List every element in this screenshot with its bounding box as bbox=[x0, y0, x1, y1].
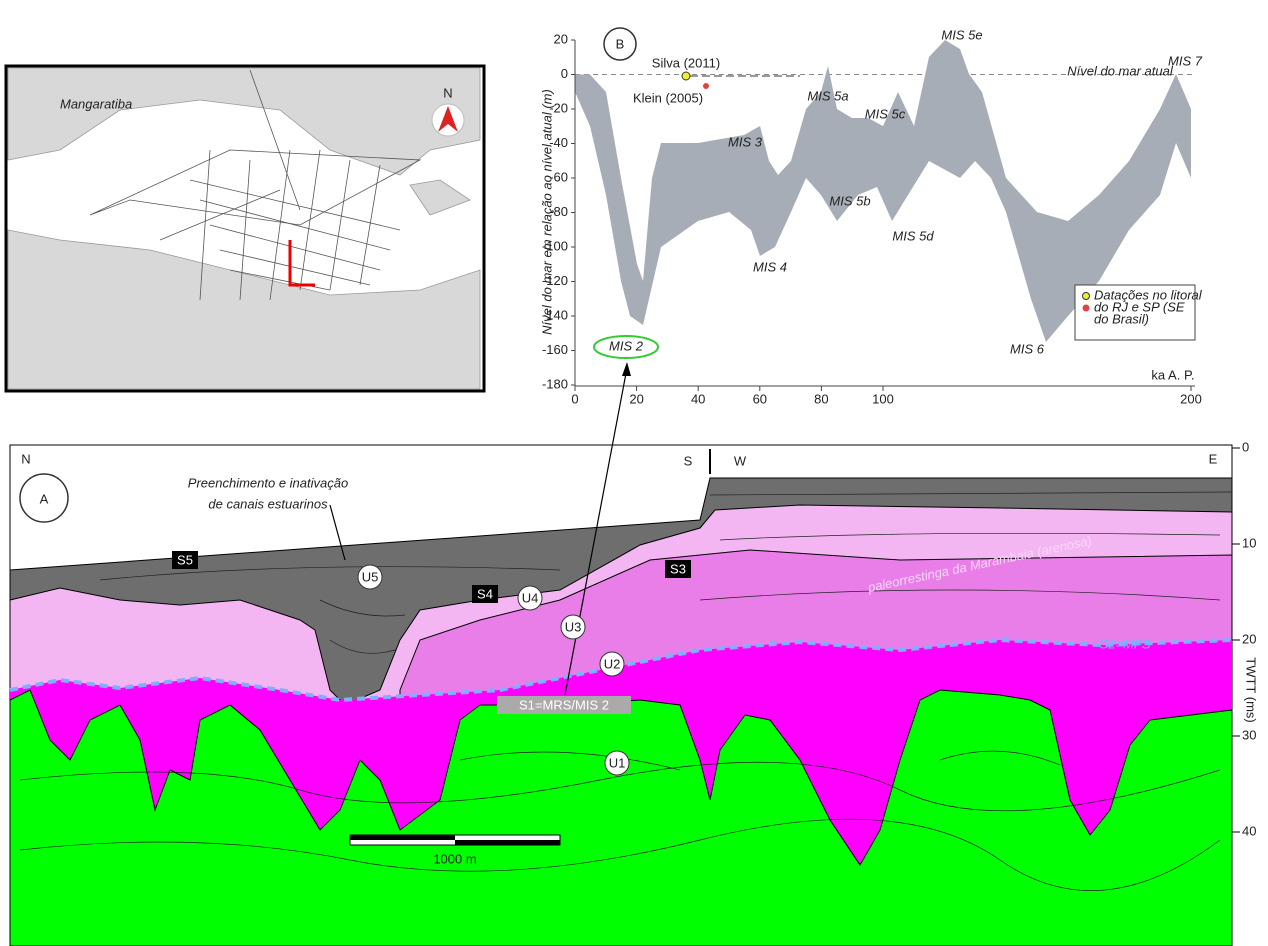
stage-label: MIS 6 bbox=[1010, 341, 1045, 356]
seismic-section: A bbox=[9, 362, 1233, 946]
scale-label: 1000 m bbox=[433, 851, 476, 866]
stage-label: MIS 5e bbox=[941, 27, 982, 42]
stage-label: MIS 2 bbox=[609, 338, 644, 353]
stage-label: MIS 4 bbox=[753, 259, 787, 274]
y-tick-label: 0 bbox=[561, 66, 568, 81]
stage-label: MIS 3 bbox=[728, 134, 763, 149]
unit-label: U5 bbox=[362, 569, 379, 584]
y-tick-label: -180 bbox=[542, 376, 568, 391]
corner-label: E bbox=[1209, 451, 1218, 466]
mis2-ring bbox=[593, 335, 659, 359]
land bbox=[7, 229, 481, 390]
annotation: Preenchimento e inativação bbox=[188, 475, 348, 490]
scale-bar-segment bbox=[455, 840, 560, 845]
corner-label: S bbox=[684, 453, 693, 468]
reflectors bbox=[19, 491, 1233, 891]
stage-label: MIS 7 bbox=[1168, 53, 1203, 68]
dating-label: Silva (2011) bbox=[652, 55, 720, 70]
survey-lines bbox=[89, 69, 422, 301]
y-tick-label: 20 bbox=[554, 31, 568, 46]
surface-label: S5 bbox=[177, 552, 193, 567]
x-tick-label: 200 bbox=[1180, 391, 1202, 406]
unit-circle bbox=[604, 750, 630, 776]
legend-swatch bbox=[1082, 304, 1090, 312]
x-tick-label: 80 bbox=[814, 391, 828, 406]
y-axis-label: Nível do mar em relação ao nível atual (… bbox=[539, 89, 554, 335]
s2-label: S2=MFS bbox=[1100, 636, 1151, 651]
depth-tick-label: 0 bbox=[1242, 439, 1249, 454]
y-tick-label: -60 bbox=[549, 169, 568, 184]
unit-circle bbox=[357, 564, 383, 590]
unit-label: U3 bbox=[565, 619, 582, 634]
arrow-head bbox=[622, 362, 631, 376]
legend-box bbox=[1074, 284, 1196, 341]
surface-label: S3 bbox=[670, 561, 686, 576]
surface-tag bbox=[472, 585, 498, 603]
corner-label: N bbox=[21, 451, 30, 466]
s1-label-box bbox=[497, 696, 631, 714]
unit-circle bbox=[560, 614, 586, 640]
correlation-arrow bbox=[564, 367, 628, 696]
s1-label: S1=MRS/MIS 2 bbox=[519, 697, 609, 712]
y-tick-label: -100 bbox=[542, 238, 568, 253]
dating-label: Klein (2005) bbox=[633, 90, 703, 105]
legend-text: do RJ e SP (SE bbox=[1094, 299, 1185, 314]
y-tick-label: -120 bbox=[542, 273, 568, 288]
corner-label: W bbox=[734, 453, 747, 468]
depth-tick-label: 40 bbox=[1242, 823, 1256, 838]
panel-label: B bbox=[616, 36, 625, 51]
scale-bar-segment bbox=[350, 835, 455, 840]
stage-label: MIS 5d bbox=[892, 228, 934, 243]
unit-u1 bbox=[9, 689, 1233, 946]
surface-tag bbox=[172, 551, 198, 569]
legend-text: Datações no litoral bbox=[1094, 287, 1203, 302]
dating-point bbox=[703, 83, 709, 89]
stage-label: MIS 5c bbox=[865, 106, 906, 121]
x-unit: ka A. P. bbox=[1151, 367, 1194, 382]
unit-circle bbox=[599, 651, 625, 677]
unit-label: U1 bbox=[609, 755, 626, 770]
x-tick-label: 0 bbox=[571, 391, 578, 406]
place-label: Mangaratiba bbox=[60, 96, 132, 111]
depth-tick-label: 10 bbox=[1242, 535, 1256, 550]
y-tick-label: -40 bbox=[549, 135, 568, 150]
panel-label: A bbox=[40, 491, 49, 506]
unit-label: U4 bbox=[522, 590, 539, 605]
map-inset: Mangaratiba N bbox=[4, 64, 486, 393]
surface-label: S4 bbox=[477, 586, 493, 601]
s2-surface bbox=[9, 637, 1233, 703]
depth-tick-label: 20 bbox=[1242, 631, 1256, 646]
land bbox=[7, 67, 481, 176]
panel-a-circle bbox=[19, 473, 69, 523]
stage-label: MIS 5b bbox=[829, 193, 870, 208]
sea-level-band bbox=[575, 40, 1191, 342]
y-tick-label: -160 bbox=[542, 342, 568, 357]
x-tick-label: 60 bbox=[753, 391, 767, 406]
reference-label: Nível do mar atual bbox=[1067, 63, 1174, 78]
unit-label: U2 bbox=[604, 656, 621, 671]
legend-swatch bbox=[1082, 292, 1090, 300]
x-tick-label: 40 bbox=[691, 391, 705, 406]
x-tick-label: 20 bbox=[629, 391, 643, 406]
stage-label: MIS 5a bbox=[807, 88, 848, 103]
annotation: de canais estuarinos bbox=[208, 496, 328, 511]
legend-text: do Brasil) bbox=[1094, 311, 1149, 326]
unit-circle bbox=[517, 585, 543, 611]
x-tick-label: 100 bbox=[872, 391, 894, 406]
island bbox=[409, 179, 471, 216]
panel-b-circle bbox=[603, 27, 637, 61]
sea-level-panel: B Nível do mar em relação ao nível atual… bbox=[539, 27, 1196, 387]
depth-label: TWTT (ms) bbox=[1244, 657, 1259, 722]
dating-point bbox=[681, 71, 691, 81]
depth-tick-label: 30 bbox=[1242, 727, 1256, 742]
y-tick-label: -20 bbox=[549, 100, 568, 115]
north-label: N bbox=[443, 85, 452, 100]
y-tick-label: -140 bbox=[542, 307, 568, 322]
annotation-leader bbox=[329, 504, 346, 561]
north-arrow bbox=[438, 106, 458, 132]
surface-tag bbox=[665, 560, 691, 578]
y-tick-label: -80 bbox=[549, 204, 568, 219]
selected-lines bbox=[288, 240, 315, 287]
